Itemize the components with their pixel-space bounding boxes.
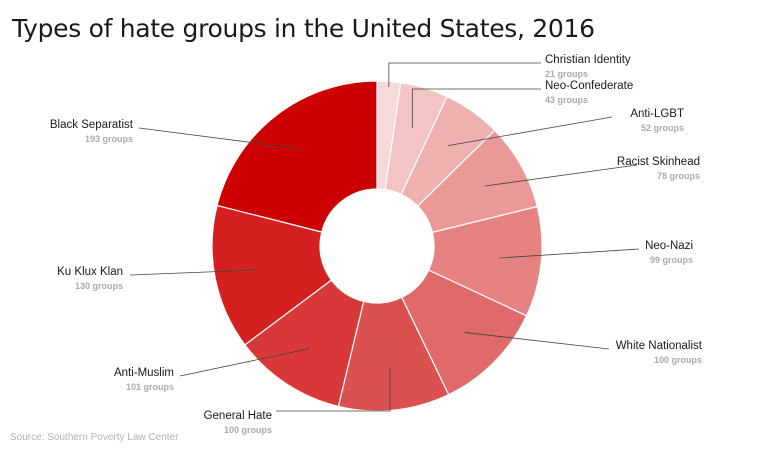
label-ku-klux-klan: Ku Klux Klan [57, 266, 123, 278]
leader-anti-muslim [179, 348, 310, 377]
count-general-hate: 100 groups [224, 425, 272, 435]
leader-ku-klux-klan [129, 269, 257, 276]
label-general-hate: General Hate [204, 410, 272, 422]
chart-title: Types of hate groups in the United State… [12, 14, 595, 43]
label-anti-lgbt: Anti-LGBT [630, 108, 684, 120]
leader-neo-nazi [499, 248, 640, 259]
label-neo-nazi: Neo-Nazi [645, 240, 693, 252]
count-neo-nazi: 99 groups [650, 255, 693, 265]
leader-racist-skinhead [484, 164, 638, 187]
count-anti-muslim: 101 groups [126, 382, 174, 392]
leader-lines [129, 62, 640, 412]
source-note: Source: Southern Poverty Law Center [10, 432, 179, 443]
slice-ku-klux-klan [211, 204, 333, 346]
count-ku-klux-klan: 130 groups [75, 281, 123, 291]
count-racist-skinhead: 78 groups [657, 171, 700, 181]
leader-white-nationalist [464, 332, 610, 350]
leader-black-separatist [138, 127, 302, 150]
leader-anti-lgbt [448, 116, 613, 147]
count-christian-identity: 21 groups [545, 69, 588, 79]
count-anti-lgbt: 52 groups [641, 123, 684, 133]
label-racist-skinhead: Racist Skinhead [617, 156, 700, 168]
count-neo-confederate: 43 groups [545, 95, 588, 105]
count-black-separatist: 193 groups [85, 134, 133, 144]
donut-slices [211, 80, 543, 412]
label-neo-confederate: Neo-Confederate [545, 80, 633, 92]
label-anti-muslim: Anti-Muslim [114, 367, 174, 379]
label-black-separatist: Black Separatist [50, 119, 134, 131]
label-white-nationalist: White Nationalist [616, 340, 703, 352]
leader-christian-identity [388, 62, 541, 87]
leader-general-hate [276, 368, 391, 412]
leader-neo-confederate [411, 88, 541, 129]
slice-black-separatist [216, 80, 378, 233]
slice-labels: Christian Identity 21 groupsNeo-Confedera… [50, 54, 703, 435]
count-white-nationalist: 100 groups [654, 355, 702, 365]
label-christian-identity: Christian Identity [545, 54, 631, 66]
